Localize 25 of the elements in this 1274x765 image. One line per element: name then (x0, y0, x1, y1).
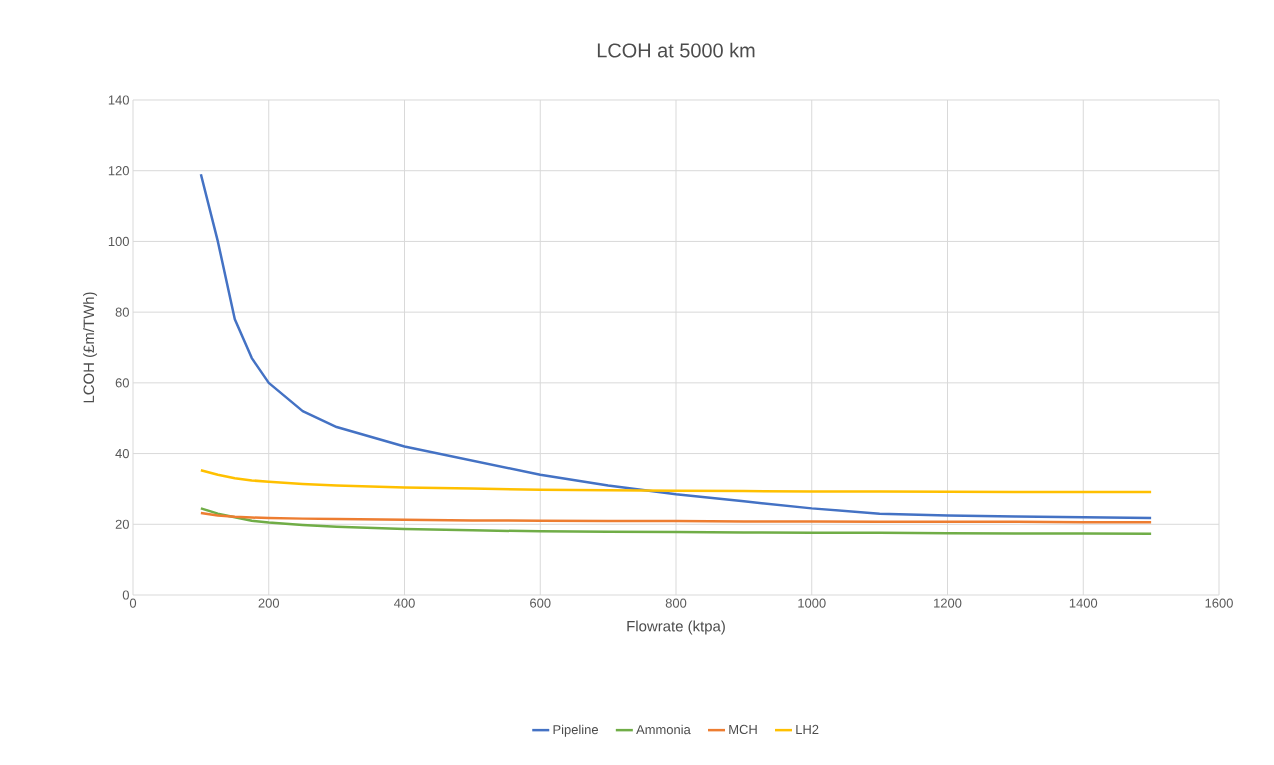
y-tick-label: 0 (122, 590, 129, 600)
x-tick-label: 1000 (798, 598, 826, 608)
legend-label: LH2 (796, 724, 819, 734)
x-tick-label: 1400 (1069, 598, 1098, 608)
legend-label: Pipeline (553, 724, 598, 737)
x-tick-label: 600 (530, 598, 551, 608)
y-tick-label: 80 (115, 307, 129, 317)
legend-label: MCH (729, 724, 757, 735)
y-axis-title: LCOH (£m/TWh) (83, 292, 98, 403)
x-tick-label: 400 (393, 598, 415, 608)
chart-title: LCOH at 5000 km (597, 42, 755, 58)
y-tick-label: 140 (108, 95, 129, 105)
line-series (199, 507, 1153, 536)
y-tick-label: 20 (115, 519, 129, 529)
x-tick-label: 800 (665, 598, 687, 608)
y-tick-label: 60 (115, 378, 129, 388)
x-tick-label: 200 (258, 598, 280, 608)
x-tick-label: 0 (129, 598, 137, 608)
y-tick-label: 120 (108, 166, 129, 176)
legend-label: Ammonia (636, 724, 691, 735)
x-axis-title: Flowrate (ktpa) (627, 620, 725, 635)
x-tick-label: 1600 (1205, 598, 1233, 608)
x-tick-label: 1200 (934, 598, 962, 608)
y-tick-label: 100 (108, 236, 129, 247)
y-tick-label: 40 (115, 448, 129, 459)
